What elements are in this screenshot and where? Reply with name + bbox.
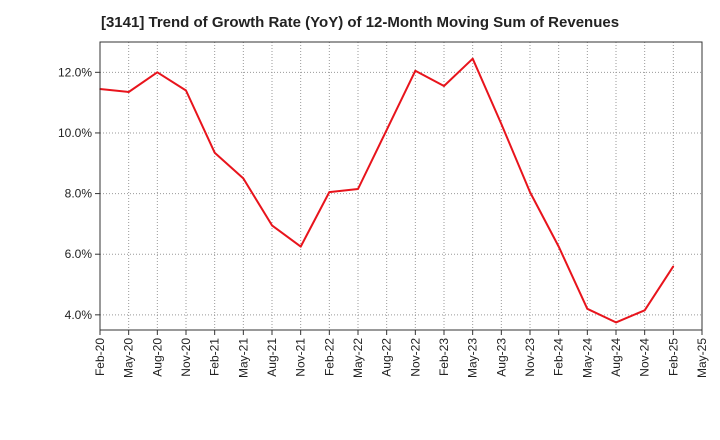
data-point — [500, 123, 503, 125]
data-point — [328, 191, 331, 193]
data-point — [529, 191, 531, 193]
x-tick-label: Nov-20 — [179, 338, 193, 377]
data-point — [357, 188, 359, 190]
x-tick-label: Nov-21 — [294, 338, 308, 377]
data-point — [586, 307, 589, 310]
data-point — [271, 224, 273, 227]
data-point — [672, 265, 675, 268]
x-tick-label: May-20 — [122, 338, 136, 378]
x-tick-label: Feb-23 — [437, 338, 451, 376]
data-point — [414, 70, 417, 72]
y-tick-label: 10.0% — [58, 126, 92, 140]
y-tick-label: 12.0% — [58, 65, 92, 79]
x-tick-label: Feb-22 — [322, 338, 336, 376]
data-point — [299, 245, 302, 248]
x-tick-label: May-24 — [580, 338, 594, 378]
x-tick-label: Nov-22 — [408, 338, 422, 377]
data-point — [385, 129, 388, 131]
x-tick-label: Feb-25 — [666, 338, 680, 376]
series-layer — [99, 57, 675, 324]
x-tick-label: Nov-24 — [638, 338, 652, 377]
x-tick-label: May-23 — [466, 338, 480, 378]
data-point — [242, 177, 245, 180]
y-tick-label: 8.0% — [65, 187, 93, 201]
x-tick-label: Aug-21 — [265, 338, 279, 377]
x-tick-labels: Feb-20 May-20 Aug-20 Nov-20 Feb-21 May-21 Aug-… — [93, 338, 709, 378]
x-tick-label: Nov-23 — [523, 338, 537, 377]
data-point — [615, 321, 617, 324]
y-tick-label: 6.0% — [65, 247, 93, 261]
x-tick-label: Aug-24 — [609, 338, 623, 377]
y-tick-label: 4.0% — [65, 308, 93, 322]
data-point — [127, 91, 130, 93]
data-point — [557, 245, 560, 248]
x-tick-label: May-22 — [351, 338, 365, 378]
y-tick-labels: 4.0% 6.0% 8.0% 10.0% 12.0% — [58, 65, 92, 322]
grid-layer — [99, 42, 703, 330]
data-point — [643, 309, 646, 312]
data-point — [443, 85, 445, 87]
x-tick-label: Feb-21 — [208, 338, 222, 376]
x-tick-label: Aug-20 — [150, 338, 164, 377]
x-tick-label: Aug-22 — [380, 338, 394, 377]
x-tick-label: Feb-20 — [93, 338, 107, 376]
x-tick-label: Feb-24 — [552, 338, 566, 376]
data-point — [471, 57, 474, 60]
x-tick-label: May-21 — [236, 338, 250, 378]
x-tick-label: May-25 — [695, 338, 709, 378]
data-point — [185, 89, 187, 92]
data-point — [156, 71, 159, 74]
plot-frame — [99, 41, 703, 331]
chart-title: [3141] Trend of Growth Rate (YoY) of 12-… — [100, 14, 620, 31]
plot-frame-layer — [95, 41, 703, 335]
data-point — [213, 151, 216, 154]
x-tick-label: Aug-23 — [494, 338, 508, 377]
